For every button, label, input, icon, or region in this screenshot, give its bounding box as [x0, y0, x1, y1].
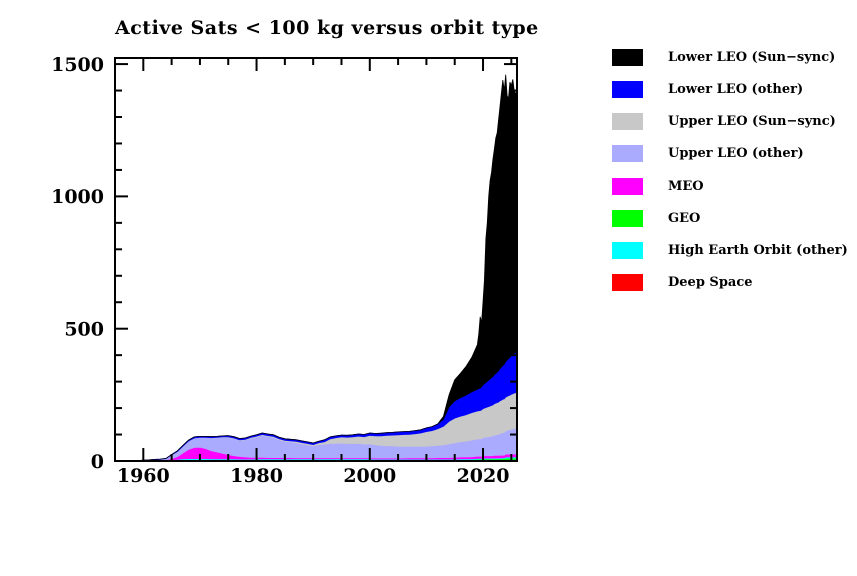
x-axis-tick-label: 1960 [117, 465, 170, 487]
axis-tick-labels: 0 500 1000 1500 1960 1980 2000 2020 [51, 54, 509, 487]
plot-frame [114, 57, 518, 462]
area-lower-leo-sunsync [126, 74, 517, 461]
legend-label: Deep Space [668, 275, 753, 290]
y-axis-tick-label: 0 [91, 451, 104, 473]
legend-label: MEO [668, 178, 704, 194]
x-axis-tick-label: 2000 [343, 465, 396, 487]
legend-label: Lower LEO (other) [668, 82, 804, 98]
legend-swatch [612, 81, 643, 99]
y-axis-tick-label: 1500 [51, 54, 104, 76]
legend-swatch [612, 145, 643, 163]
stacked-areas [126, 74, 517, 461]
chart-title: Active Sats < 100 kg versus orbit type [115, 17, 539, 39]
legend-label: Lower LEO (Sun−sync) [668, 50, 836, 65]
axis-ticks [115, 58, 517, 461]
x-axis-tick-label: 2020 [457, 465, 510, 487]
legend-label: High Earth Orbit (other) [668, 242, 848, 258]
y-axis-tick-label: 500 [64, 319, 104, 341]
legend-swatch [612, 177, 643, 195]
x-axis-tick-label: 1980 [230, 465, 283, 487]
legend-swatch [612, 274, 643, 291]
legend-swatch [612, 241, 643, 259]
legend-swatch [612, 209, 643, 227]
legend-label: Upper LEO (Sun−sync) [668, 114, 836, 130]
legend-swatch [612, 49, 643, 66]
legend-label: GEO [668, 210, 701, 226]
y-axis-tick-label: 1000 [51, 186, 104, 208]
legend-label: Upper LEO (other) [668, 146, 804, 162]
legend-swatch [612, 113, 643, 131]
